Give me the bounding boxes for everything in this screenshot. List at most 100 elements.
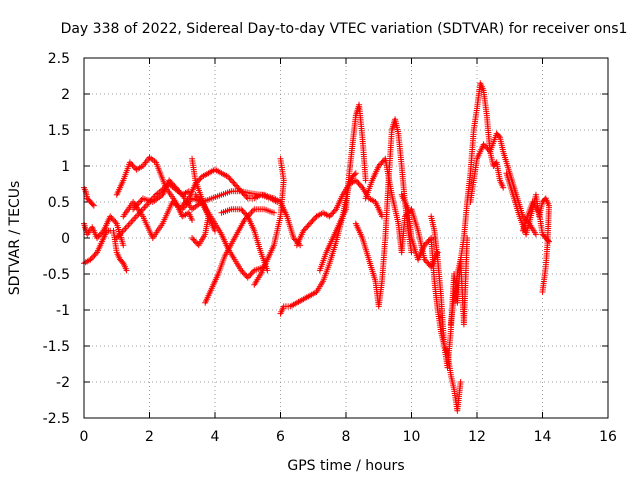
series-track-04 <box>110 227 130 274</box>
data-point <box>239 207 246 214</box>
data-point <box>327 211 334 218</box>
data-point <box>408 249 415 256</box>
data-point <box>306 220 313 227</box>
series-track-12 <box>202 206 277 306</box>
x-tick-label: 8 <box>342 429 351 445</box>
data-point <box>539 289 546 295</box>
series-track-18 <box>352 116 415 310</box>
data-point <box>167 178 174 185</box>
data-point <box>138 196 145 203</box>
data-point <box>303 224 310 231</box>
grid-lines <box>84 58 608 418</box>
series-track-24 <box>503 170 553 295</box>
data-point <box>484 145 491 152</box>
data-point <box>193 239 200 246</box>
series-track-09 <box>179 166 304 249</box>
series-track-16 <box>293 177 386 249</box>
data-point <box>238 267 245 274</box>
data-point <box>240 209 247 216</box>
data-point <box>425 237 432 244</box>
series-track-14 <box>251 155 287 288</box>
data-point <box>120 242 127 249</box>
y-tick-label: -0.5 <box>43 267 70 283</box>
data-point <box>227 176 234 183</box>
data-point <box>480 141 487 148</box>
axis-ticks: 0 2 4 6 8 10 12 14 16 2.5 2 1.5 1 0.5 0 -0.5 -1 -1.5 -2 -2.… <box>43 51 617 445</box>
data-point <box>457 379 464 385</box>
data-point <box>91 252 98 259</box>
y-tick-label: 1 <box>61 159 70 175</box>
x-tick-label: 4 <box>211 429 220 445</box>
data-point <box>225 173 232 180</box>
data-point <box>234 183 241 190</box>
data-point <box>90 202 97 209</box>
data-point <box>481 142 488 149</box>
data-point <box>546 238 553 245</box>
x-tick-label: 2 <box>145 429 154 445</box>
data-point <box>304 223 311 230</box>
data-point <box>532 231 539 238</box>
data-point <box>358 183 365 190</box>
data-point <box>174 186 181 193</box>
x-tick-label: 6 <box>276 429 285 445</box>
data-point <box>362 177 369 184</box>
data-point <box>243 211 250 218</box>
data-points <box>81 80 553 414</box>
data-point <box>240 270 247 277</box>
x-axis-label: GPS time / hours <box>287 458 404 474</box>
data-point <box>192 191 199 198</box>
data-point <box>172 184 179 191</box>
data-point <box>109 216 116 223</box>
data-point <box>422 258 429 265</box>
data-point <box>128 160 135 167</box>
data-point <box>98 230 105 237</box>
x-tick-label: 10 <box>403 429 421 445</box>
data-point <box>247 271 254 278</box>
data-point <box>190 236 197 243</box>
data-point <box>379 158 386 165</box>
data-point <box>246 273 253 280</box>
data-point <box>129 162 136 169</box>
data-point <box>401 213 408 220</box>
data-point <box>92 250 99 257</box>
data-point <box>123 267 130 274</box>
data-point <box>168 180 175 187</box>
data-point <box>290 235 297 241</box>
y-tick-label: -1.5 <box>43 339 70 355</box>
data-point <box>305 222 312 229</box>
data-point <box>232 182 239 189</box>
data-point <box>242 192 249 199</box>
data-point <box>88 255 95 262</box>
data-point <box>171 183 178 190</box>
data-point <box>377 161 384 168</box>
data-point <box>194 240 201 247</box>
data-point <box>355 180 362 187</box>
x-tick-label: 12 <box>468 429 486 445</box>
data-point <box>130 163 137 170</box>
series-track-25 <box>519 199 553 245</box>
data-point <box>238 188 245 195</box>
data-point <box>495 133 502 139</box>
data-point <box>326 213 333 220</box>
data-point <box>330 209 337 216</box>
data-point <box>249 268 256 275</box>
data-point <box>166 177 173 184</box>
data-point <box>226 175 233 182</box>
data-point <box>248 270 255 277</box>
data-point <box>331 207 338 214</box>
data-point <box>179 202 186 209</box>
data-point <box>236 186 243 193</box>
data-point <box>197 197 204 204</box>
x-tick-label: 16 <box>599 429 617 445</box>
y-tick-label: 1.5 <box>48 123 70 139</box>
data-point <box>300 227 307 234</box>
data-point <box>90 253 97 260</box>
data-point <box>240 191 247 198</box>
data-point <box>87 256 94 263</box>
data-point <box>184 196 191 203</box>
data-point <box>309 217 316 224</box>
data-point <box>424 259 431 266</box>
series-track-20 <box>398 191 464 414</box>
x-tick-label: 14 <box>534 429 552 445</box>
